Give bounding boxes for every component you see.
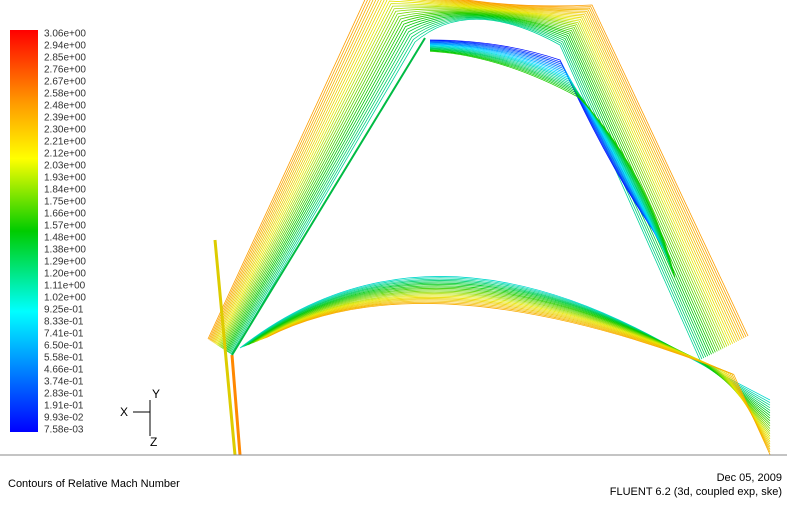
contour-line (227, 15, 709, 357)
colorbar-label: 2.12e+00 (44, 149, 86, 160)
contour-line (221, 9, 722, 350)
colorbar-label: 6.50e-01 (44, 341, 84, 352)
colorbar-label: 1.57e+00 (44, 221, 86, 232)
colorbar-label: 2.39e+00 (44, 113, 86, 124)
colorbar-label: 1.66e+00 (44, 209, 86, 220)
contour-line (215, 0, 734, 345)
contour-line (212, 0, 739, 343)
contour-line (219, 7, 726, 348)
footer-title: Contours of Relative Mach Number (8, 478, 180, 490)
colorbar-label: 5.58e-01 (44, 353, 84, 364)
blade-edge (230, 354, 242, 456)
contour-line (214, 0, 735, 344)
footer-date: Dec 05, 2009 (717, 472, 782, 484)
colorbar-label: 7.58e-03 (44, 425, 84, 436)
contour-line (257, 294, 771, 437)
contour-line (259, 295, 771, 440)
contour-line (264, 300, 771, 450)
colorbar-label: 1.20e+00 (44, 269, 86, 280)
contour-line (211, 0, 741, 342)
colorbar-label: 2.67e+00 (44, 77, 86, 88)
axis-z: Z (150, 435, 157, 449)
contour-line (228, 16, 707, 358)
contour-line (223, 11, 718, 352)
colorbar-label: 8.33e-01 (44, 317, 84, 328)
contour-line (429, 47, 671, 267)
contour-line (429, 48, 672, 269)
colorbar-label: 9.93e-02 (44, 413, 84, 424)
colorbar-label: 2.21e+00 (44, 137, 86, 148)
colorbar-label: 2.30e+00 (44, 125, 86, 136)
contour-line (209, 0, 745, 341)
contour-line (263, 299, 771, 447)
colorbar-label: 1.02e+00 (44, 293, 86, 304)
contour-line (220, 8, 724, 349)
contour-line (230, 18, 703, 360)
contour-line (429, 50, 676, 278)
colorbar-label: 3.06e+00 (44, 29, 86, 40)
contour-line (225, 14, 712, 355)
contour-lines (207, 0, 771, 456)
blade-surface (231, 37, 426, 356)
colorbar-label: 1.93e+00 (44, 173, 86, 184)
contour-line (256, 293, 771, 435)
colorbar-label: 1.38e+00 (44, 245, 86, 256)
colorbar-label: 2.48e+00 (44, 101, 86, 112)
contour-line (208, 0, 747, 340)
colorbar-label: 7.41e-01 (44, 329, 84, 340)
contour-line (210, 0, 743, 342)
contour-line (213, 0, 737, 344)
colorbar-label: 1.11e+00 (44, 281, 86, 292)
contour-line (217, 3, 730, 346)
contour-line (429, 43, 666, 254)
contour-line (223, 12, 716, 353)
colorbar-label: 1.29e+00 (44, 257, 86, 268)
colorbar-label: 2.94e+00 (44, 41, 86, 52)
colorbar-label: 1.75e+00 (44, 197, 86, 208)
contour-line (265, 301, 771, 453)
axis-triad: X Y Z (120, 387, 160, 449)
colorbar-label: 9.25e-01 (44, 305, 84, 316)
colorbar-label: 4.66e-01 (44, 365, 84, 376)
contour-line (207, 0, 749, 340)
colorbar-label: 1.84e+00 (44, 185, 86, 196)
contour-line (216, 0, 732, 345)
colorbar-label: 2.58e+00 (44, 89, 86, 100)
axis-x: X (120, 405, 128, 419)
contour-line (429, 46, 670, 263)
contour-line (231, 18, 701, 361)
contour-line (429, 49, 674, 274)
contour-line (229, 17, 705, 359)
colorbar-label: 1.48e+00 (44, 233, 86, 244)
axis-y: Y (152, 387, 160, 401)
contour-line (222, 10, 720, 351)
contour-line (429, 46, 671, 265)
contour-line (267, 303, 771, 455)
contour-line (429, 48, 673, 271)
contour-line (429, 50, 675, 276)
contour-line (224, 13, 714, 354)
contour-line (429, 44, 668, 258)
colorbar-label: 2.03e+00 (44, 161, 86, 172)
blade-edge (213, 239, 237, 456)
colorbar-label: 1.91e-01 (44, 401, 84, 412)
colorbar-label: 2.76e+00 (44, 65, 86, 76)
contour-line (429, 45, 669, 260)
colorbar-label: 3.74e-01 (44, 377, 84, 388)
colorbar-label: 2.83e-01 (44, 389, 84, 400)
footer-solver: FLUENT 6.2 (3d, coupled exp, ske) (610, 486, 782, 498)
colorbar (10, 30, 38, 432)
colorbar-label: 2.85e+00 (44, 53, 86, 64)
contour-line (226, 15, 710, 356)
contour-line (218, 5, 728, 347)
